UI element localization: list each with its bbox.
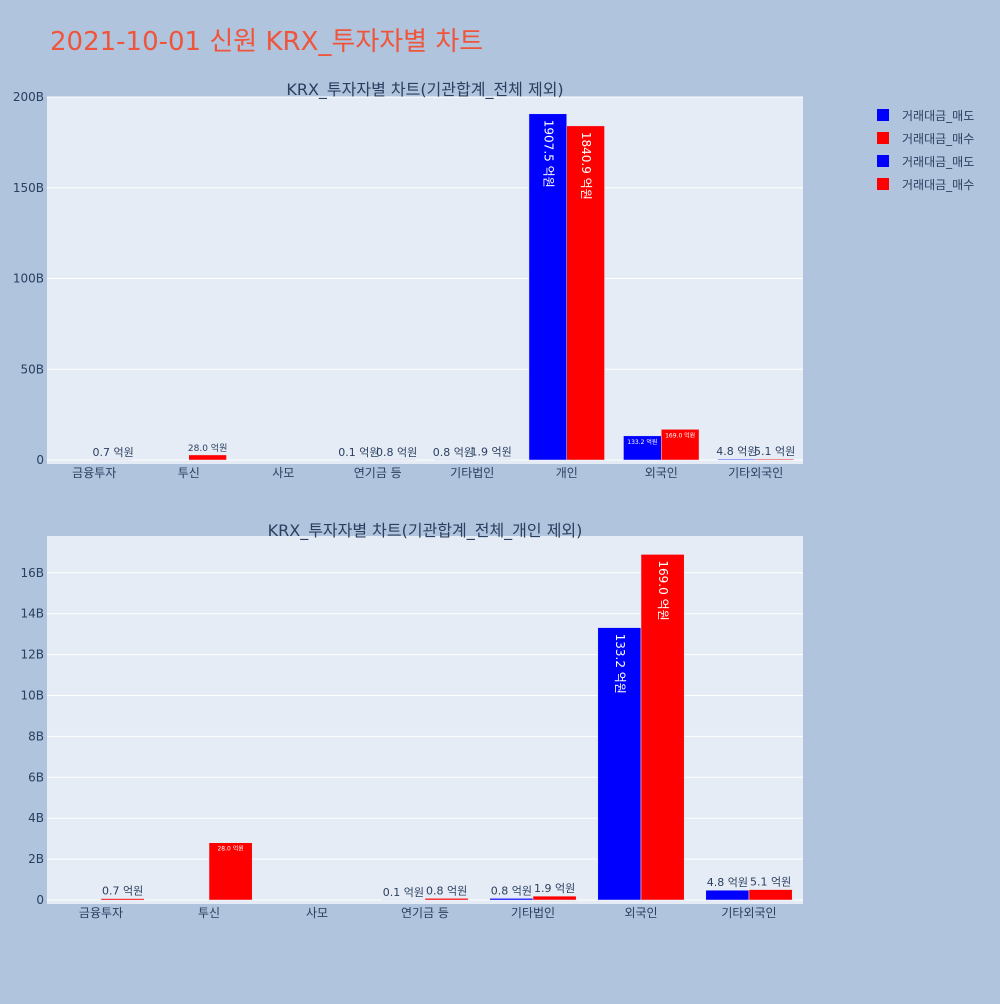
data-label: 0.8 억원 (491, 884, 532, 897)
legend-label: 거래대금_매도 (902, 155, 974, 169)
y-tick-label: 0 (36, 893, 44, 907)
bar (101, 899, 144, 900)
legend-swatch (877, 109, 889, 121)
data-label: 0.8 억원 (426, 884, 467, 897)
y-tick-label: 150B (13, 181, 44, 195)
data-label: 5.1 억원 (754, 445, 795, 458)
legend-label: 거래대금_매도 (902, 109, 974, 123)
subplot-1: 0 50B 100B 150B 200B KRX_투자자별 차트(기관합계_전체 제외) 금… (13, 80, 803, 480)
data-label: 28.0 억원 (188, 442, 227, 454)
bar (718, 459, 756, 460)
bar (756, 459, 794, 460)
data-label: 0.8 억원 (376, 446, 417, 459)
subplot-2: 0 2B 4B 6B 8B 10B 12B 14B 16B KRX_투자자별 차트(기관합계_전체… (20, 521, 803, 920)
plot-area (47, 536, 803, 904)
y-tick-label: 12B (20, 648, 44, 662)
y-tick-label: 50B (20, 362, 44, 376)
y-tick-label: 2B (28, 852, 44, 866)
data-label: 133.2 억원 (613, 634, 627, 694)
data-label: 0.1 억원 (338, 446, 379, 459)
x-tick-label: 기타법인 (511, 906, 555, 920)
y-tick-label: 8B (28, 729, 44, 743)
data-label: 0.8 억원 (433, 446, 474, 459)
page-title: 2021-10-01 신원 KRX_투자자별 차트 (50, 27, 483, 57)
x-tick-label: 연기금 등 (401, 906, 449, 920)
bar (749, 890, 792, 900)
x-tick-label: 개인 (556, 466, 578, 480)
y-tick-label: 16B (20, 566, 44, 580)
y-tick-label: 10B (20, 689, 44, 703)
data-label: 169.0 억원 (656, 560, 670, 620)
x-tick-label: 외국인 (645, 466, 678, 480)
y-tick-label: 6B (28, 770, 44, 784)
plot-area (47, 97, 803, 464)
data-label: 28.0 억원 (217, 845, 243, 853)
bar (706, 890, 749, 900)
legend-swatch (877, 178, 889, 190)
data-label: 4.8 억원 (707, 876, 748, 889)
x-tick-label: 기타법인 (450, 466, 494, 480)
bar (189, 455, 227, 460)
bar (490, 898, 533, 900)
data-label: 4.8 억원 (716, 445, 757, 458)
data-label: 0.7 억원 (102, 885, 143, 898)
legend-swatch (877, 155, 889, 167)
x-tick-label: 금융투자 (72, 466, 116, 480)
x-tick-label: 사모 (306, 906, 328, 920)
data-label: 0.1 억원 (383, 886, 424, 899)
x-tick-label: 사모 (272, 466, 294, 480)
data-label: 5.1 억원 (750, 876, 791, 889)
y-tick-label: 4B (28, 811, 44, 825)
y-tick-label: 200B (13, 90, 44, 104)
subplot-title: KRX_투자자별 차트(기관합계_전체 제외) (286, 80, 563, 100)
x-tick-label: 금융투자 (79, 906, 123, 920)
data-label: 1840.9 억원 (579, 132, 593, 200)
bar (533, 896, 576, 900)
x-tick-label: 투신 (198, 906, 220, 920)
bar (425, 898, 468, 900)
data-label: 133.2 억원 (627, 438, 657, 446)
legend-label: 거래대금_매수 (902, 178, 974, 192)
data-label: 169.0 억원 (665, 431, 695, 439)
y-tick-label: 100B (13, 272, 44, 286)
x-tick-label: 연기금 등 (354, 466, 402, 480)
data-label: 1.9 억원 (471, 446, 512, 459)
x-tick-label: 투신 (178, 466, 200, 480)
data-label: 1907.5 억원 (541, 120, 555, 188)
data-label: 1.9 억원 (534, 882, 575, 895)
y-tick-label: 14B (20, 607, 44, 621)
x-tick-label: 기타외국인 (721, 906, 776, 920)
y-tick-label: 0 (36, 453, 44, 467)
x-tick-label: 기타외국인 (728, 466, 783, 480)
subplot-title: KRX_투자자별 차트(기관합계_전체_개인 제외) (268, 521, 583, 541)
x-tick-label: 외국인 (624, 906, 657, 920)
data-label: 0.7 억원 (93, 446, 134, 459)
legend-swatch (877, 132, 889, 144)
legend-label: 거래대금_매수 (902, 132, 974, 146)
